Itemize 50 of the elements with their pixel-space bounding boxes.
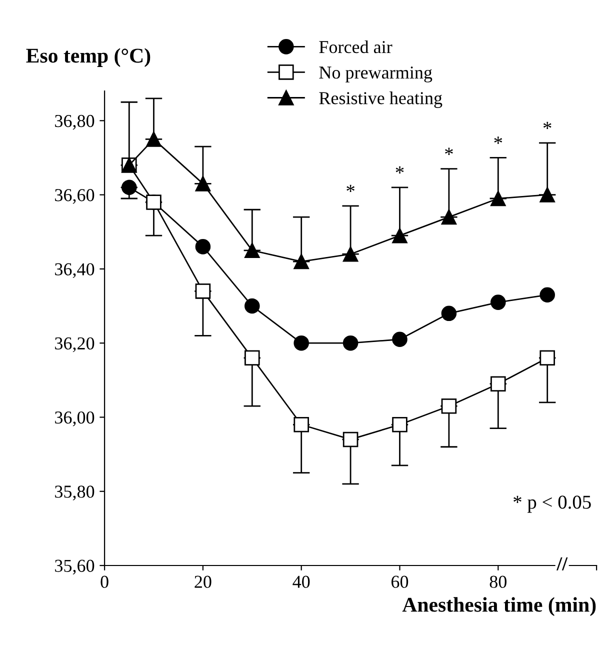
annotation: * <box>346 184 354 192</box>
x-axis-title: Anesthesia time (min) <box>402 597 596 616</box>
annotation: * <box>396 166 404 174</box>
y-tick-label: 36,60 <box>55 189 94 204</box>
point <box>441 209 457 225</box>
y-tick-label: 35,80 <box>55 486 94 500</box>
y-tick-label: 36,20 <box>55 337 94 352</box>
point <box>540 350 555 366</box>
legend-label: No prewarming <box>319 66 432 82</box>
y-tick-label: 36,40 <box>55 263 94 278</box>
point <box>244 350 260 366</box>
point <box>392 416 408 432</box>
annotation: // <box>556 557 568 570</box>
x-tick-label: 20 <box>194 576 212 588</box>
annotation: * <box>543 122 552 129</box>
point <box>490 376 506 392</box>
point <box>146 132 162 147</box>
point <box>540 187 555 202</box>
point <box>195 239 211 254</box>
y-tick-label: 36,80 <box>55 114 94 130</box>
point <box>540 287 555 303</box>
annotation: * <box>445 148 453 155</box>
point <box>195 284 211 299</box>
x-tick-label: 60 <box>392 576 408 588</box>
legend-label: Resistive heating <box>319 92 442 108</box>
point <box>244 242 260 258</box>
point <box>392 228 408 244</box>
point <box>244 298 260 314</box>
legend-label: Forced air <box>319 40 392 54</box>
y-tick-label: 35,60 <box>55 560 94 575</box>
point <box>392 332 408 348</box>
point <box>342 246 358 262</box>
x-tick-label: 80 <box>490 576 506 588</box>
annotation: * p < 0.05 <box>514 496 591 513</box>
x-tick-label: 0 <box>100 576 108 588</box>
annotation: * <box>494 136 502 144</box>
point <box>342 335 358 351</box>
point <box>195 176 211 192</box>
y-tick-label: 36,00 <box>55 411 94 426</box>
point <box>294 254 309 270</box>
point <box>490 294 506 310</box>
point <box>441 398 457 414</box>
point <box>294 335 309 351</box>
point <box>490 190 506 206</box>
point <box>441 306 457 322</box>
point <box>294 416 309 432</box>
point <box>342 432 358 448</box>
y-axis-title: Eso temp (°C) <box>26 48 150 67</box>
x-tick-label: 40 <box>292 576 310 588</box>
point <box>122 180 137 196</box>
